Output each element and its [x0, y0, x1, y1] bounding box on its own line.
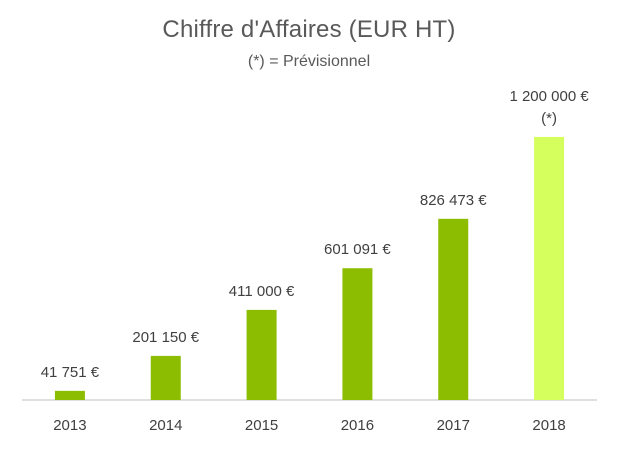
bar-2016: [342, 268, 373, 400]
x-tick-label-2018: 2018: [532, 417, 565, 434]
chart-title: Chiffre d'Affaires (EUR HT): [162, 16, 456, 43]
bar-2015: [246, 309, 277, 400]
data-label-2017: 826 473 €: [420, 192, 487, 209]
data-label-2016: 601 091 €: [324, 241, 391, 258]
bar-2017: [438, 218, 469, 400]
data-label-2018: 1 200 000 €: [509, 88, 589, 105]
x-tick-label-2014: 2014: [149, 417, 182, 434]
x-tick-label-2013: 2013: [53, 417, 86, 434]
bar-2014: [150, 355, 181, 400]
annotation-2018: (*): [541, 110, 557, 127]
x-tick-label-2017: 2017: [437, 417, 470, 434]
bar-2013: [54, 390, 85, 400]
x-tick-label-2016: 2016: [341, 417, 374, 434]
data-label-2015: 411 000 €: [229, 283, 295, 300]
data-label-2013: 41 751 €: [41, 364, 100, 381]
bar-2018: [534, 136, 565, 400]
data-label-2014: 201 150 €: [132, 329, 199, 346]
chart-subtitle: (*) = Prévisionnel: [247, 53, 371, 70]
x-tick-label-2015: 2015: [245, 417, 278, 434]
